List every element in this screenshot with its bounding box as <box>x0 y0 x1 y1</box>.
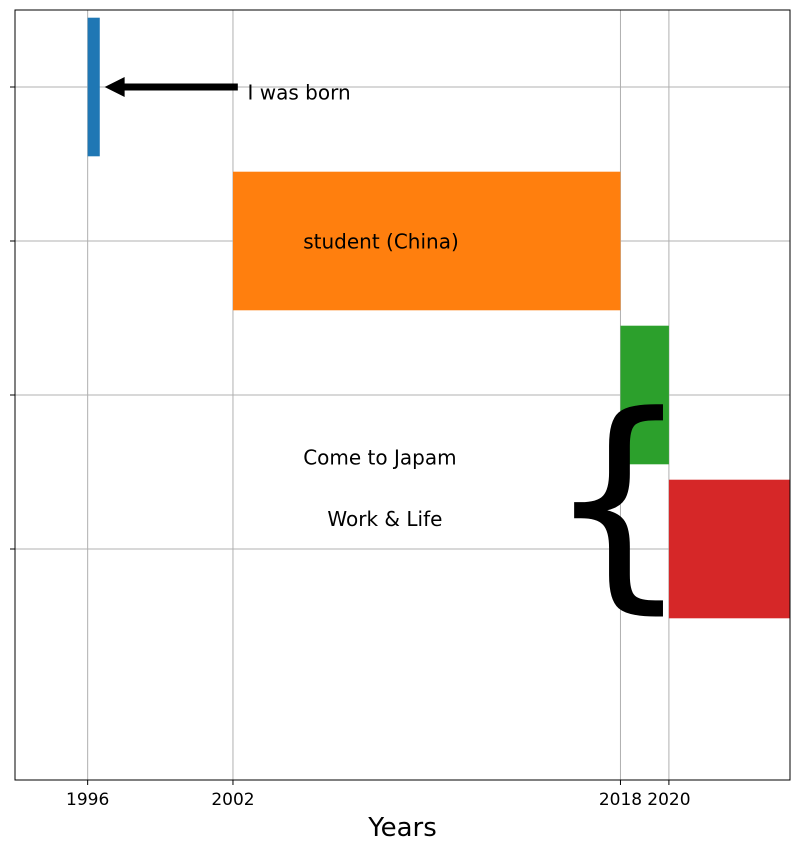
x-axis-title: Years <box>367 813 437 843</box>
bars <box>87 17 790 619</box>
annotation-1: I was born <box>248 80 351 104</box>
brace-glyph: { <box>545 367 691 634</box>
annotation-2: student (China) <box>303 230 459 254</box>
arrow-head <box>104 77 125 97</box>
annotation-4: Work & Life <box>327 507 442 531</box>
bar-4 <box>668 479 790 619</box>
x-tick-label: 2020 <box>647 790 690 810</box>
x-ticks: 1996 2002 2018 2020 <box>66 780 691 810</box>
x-tick-label: 2018 <box>599 790 642 810</box>
bar-3 <box>620 325 669 465</box>
annotations: I was born student (China) Come to Japam Wo… <box>104 77 692 634</box>
bar-2 <box>232 171 621 311</box>
y-ticks <box>10 86 15 550</box>
x-tick-label: 1996 <box>66 790 109 810</box>
x-tick-label: 2002 <box>211 790 254 810</box>
bar-1 <box>87 17 100 157</box>
annotation-3: Come to Japam <box>303 445 456 469</box>
